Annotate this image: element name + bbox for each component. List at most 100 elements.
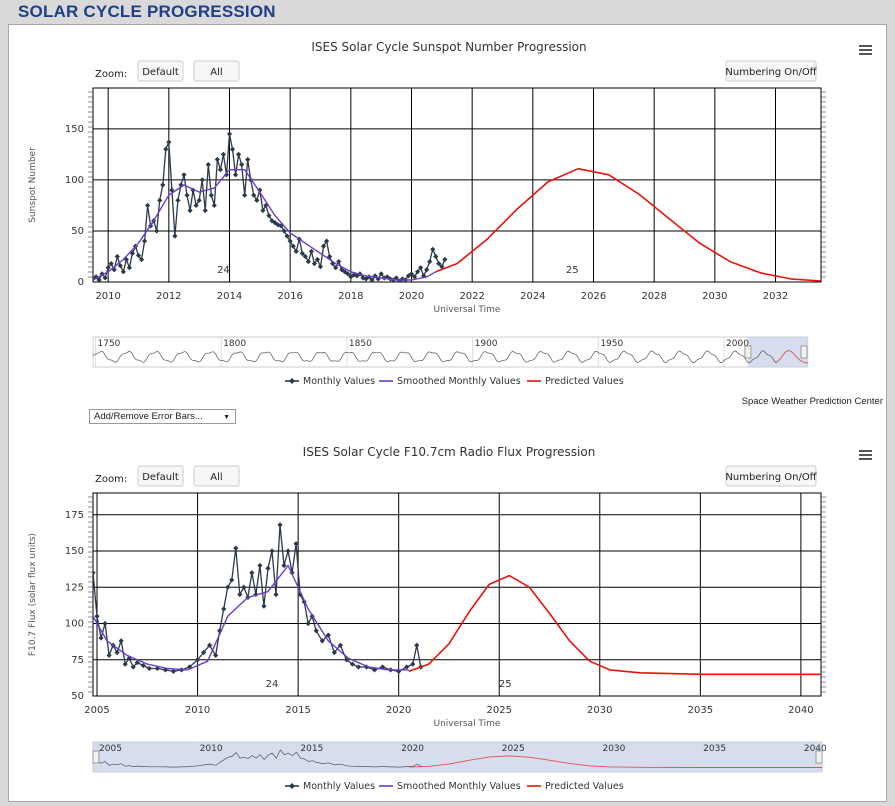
- x-tick-label: 2005: [84, 705, 109, 716]
- data-point: [305, 258, 311, 265]
- data-point: [94, 613, 100, 619]
- data-point: [169, 187, 175, 193]
- legend-label: Smoothed Monthly Values: [397, 781, 521, 792]
- data-point: [305, 620, 311, 627]
- menu-bar: [859, 53, 872, 55]
- data-point: [220, 151, 227, 157]
- zoom-all-button-bg: [193, 465, 240, 487]
- navigator-tick-label: 2015: [300, 744, 323, 754]
- data-point: [399, 276, 405, 282]
- y-tick-label: 150: [65, 124, 84, 135]
- data-point: [354, 273, 360, 279]
- data-point: [105, 265, 111, 271]
- data-point: [223, 172, 230, 178]
- data-point: [375, 276, 381, 282]
- zoom-default-button-bg: [137, 60, 184, 82]
- menu-bar: [859, 458, 872, 460]
- legend-item-predicted[interactable]: Predicted Values: [527, 376, 624, 387]
- legend: Monthly Values Smoothed Monthly Values Pre…: [285, 376, 624, 387]
- chart-title: ISES Solar Cycle F10.7cm Radio Flux Prog…: [303, 445, 596, 459]
- navigator-tick-label: 2035: [703, 744, 726, 754]
- y-axis-title: Sunspot Number: [28, 147, 38, 223]
- x-tick-label: 2022: [459, 291, 484, 302]
- data-point: [404, 664, 410, 670]
- navigator-tick-label: 2025: [502, 744, 525, 754]
- zoom-default-button[interactable]: Default: [137, 465, 184, 487]
- legend-item-monthly[interactable]: Monthly Values: [285, 376, 375, 387]
- data-point: [239, 161, 245, 168]
- legend-item-monthly[interactable]: Monthly Values: [285, 781, 375, 792]
- data-point: [141, 238, 148, 244]
- data-point: [285, 548, 291, 554]
- data-point: [257, 562, 263, 569]
- data-point: [194, 657, 201, 663]
- data-point: [265, 565, 271, 571]
- hamburger-menu-icon[interactable]: [859, 450, 872, 460]
- data-point: [229, 146, 236, 152]
- legend-item-smoothed[interactable]: Smoothed Monthly Values: [379, 781, 521, 792]
- data-point: [349, 661, 356, 667]
- numbering-toggle-button[interactable]: Numbering On/Off: [725, 60, 818, 82]
- navigator[interactable]: 2005 2010 2015 2020 2025 2030 2035 2040: [92, 741, 827, 773]
- navigator-selection[interactable]: [93, 742, 822, 772]
- navigator-tick-label: 2000: [726, 339, 749, 349]
- data-point: [184, 192, 190, 198]
- navigator-tick-label: 1850: [349, 339, 372, 349]
- zoom-all-button[interactable]: All: [193, 465, 240, 487]
- x-tick-label: 2028: [641, 291, 666, 302]
- zoom-all-button[interactable]: All: [193, 60, 240, 82]
- navigator-tick-label: 2010: [200, 744, 223, 754]
- data-point: [208, 192, 214, 198]
- data-point: [273, 591, 279, 598]
- error-bars-select[interactable]: Add/Remove Error Bars... ▼: [89, 409, 236, 424]
- cycle-label: 24: [217, 265, 230, 276]
- chevron-down-icon: ▼: [223, 414, 230, 421]
- navigator-handle-left[interactable]: [92, 750, 100, 764]
- navigator-tick-label: 1950: [600, 339, 623, 349]
- data-point: [170, 668, 177, 674]
- navigator-handle-right[interactable]: [800, 345, 808, 359]
- navigator-tick-label: 2040: [804, 744, 827, 754]
- numbering-toggle-button-label: Numbering On/Off: [725, 472, 817, 483]
- data-point: [433, 253, 439, 260]
- zoom-default-button-bg: [137, 465, 184, 487]
- data-point: [102, 620, 108, 627]
- data-point: [319, 638, 325, 644]
- cycle-label: 25: [566, 265, 579, 276]
- data-point: [331, 649, 337, 656]
- credit-text: Space Weather Prediction Center: [741, 396, 883, 407]
- x-tick-label: 2010: [185, 705, 210, 716]
- data-point: [287, 238, 293, 244]
- data-point: [211, 202, 217, 209]
- data-point: [336, 258, 342, 265]
- data-point: [157, 197, 163, 203]
- data-point: [325, 632, 331, 638]
- y-tick-label: 175: [65, 510, 84, 521]
- series-line-smoothed: [93, 169, 437, 281]
- legend-item-predicted[interactable]: Predicted Values: [527, 781, 624, 792]
- navigator-tick-label: 2030: [602, 744, 625, 754]
- numbering-toggle-button[interactable]: Numbering On/Off: [725, 465, 818, 487]
- legend-item-smoothed[interactable]: Smoothed Monthly Values: [379, 376, 521, 387]
- zoom-default-button[interactable]: Default: [137, 60, 184, 82]
- navigator-tick-label: 1750: [98, 339, 121, 349]
- x-tick-label: 2030: [702, 291, 727, 302]
- data-point: [242, 192, 248, 198]
- data-point: [424, 267, 430, 273]
- x-tick-label: 2015: [285, 705, 310, 716]
- navigator[interactable]: 1750 1800 1850 1900 1950 2000: [92, 336, 809, 368]
- navigator-handle-left[interactable]: [744, 345, 752, 359]
- data-point: [160, 182, 166, 188]
- data-point: [118, 638, 124, 644]
- data-point: [333, 265, 339, 271]
- legend-label: Predicted Values: [545, 376, 624, 387]
- x-tick-label: 2010: [95, 291, 120, 302]
- hamburger-menu-icon[interactable]: [859, 45, 872, 55]
- data-point: [134, 660, 140, 666]
- series-line-predicted: [408, 574, 821, 676]
- x-tick-label: 2032: [763, 291, 788, 302]
- navigator-handle-right[interactable]: [815, 750, 823, 764]
- data-point: [379, 664, 386, 670]
- navigator-selection[interactable]: [747, 337, 809, 367]
- x-tick-label: 2020: [399, 291, 424, 302]
